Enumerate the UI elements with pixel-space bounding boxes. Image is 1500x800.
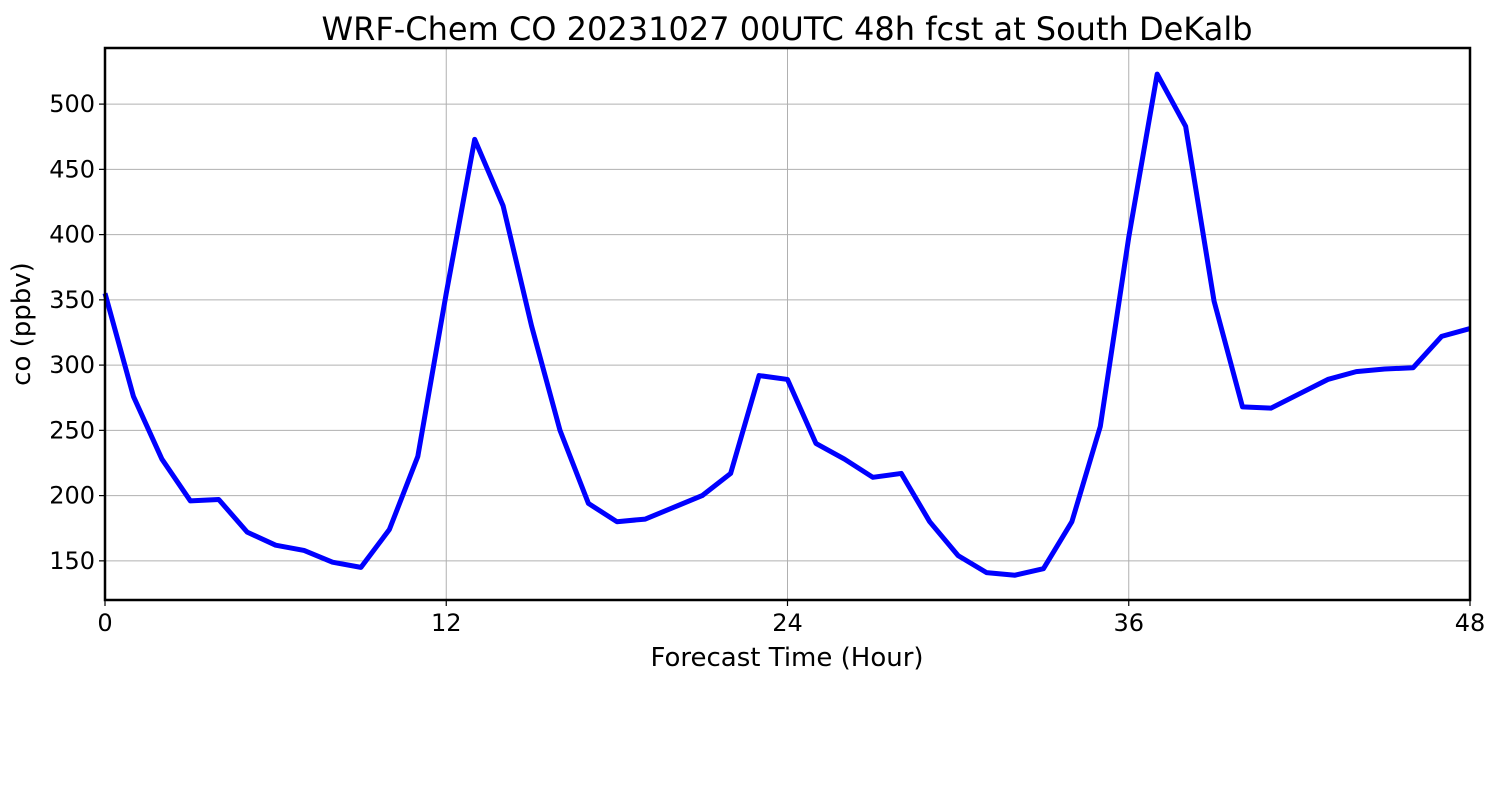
y-tick-label: 500 — [49, 90, 95, 118]
y-tick-label: 450 — [49, 155, 95, 183]
y-tick-label: 400 — [49, 221, 95, 249]
y-tick-label: 150 — [49, 547, 95, 575]
y-tick-label: 300 — [49, 351, 95, 379]
y-tick-label: 200 — [49, 482, 95, 510]
x-tick-label: 12 — [431, 609, 462, 637]
y-tick-label: 250 — [49, 416, 95, 444]
chart-title: WRF-Chem CO 20231027 00UTC 48h fcst at S… — [321, 10, 1252, 48]
x-tick-label: 36 — [1113, 609, 1144, 637]
y-tick-label: 350 — [49, 286, 95, 314]
series-layer — [102, 71, 1471, 578]
axis-ticks: 0 12 24 36 48 150 200 250 300 350 400 450 500 — [49, 90, 1485, 637]
x-tick-label: 0 — [97, 609, 112, 637]
x-tick-label: 48 — [1455, 609, 1486, 637]
y-axis-title: co (ppbv) — [7, 262, 37, 386]
x-axis-title: Forecast Time (Hour) — [650, 643, 923, 673]
grid-lines — [104, 48, 1471, 600]
x-tick-label: 24 — [772, 609, 803, 637]
series-line — [102, 71, 1471, 578]
